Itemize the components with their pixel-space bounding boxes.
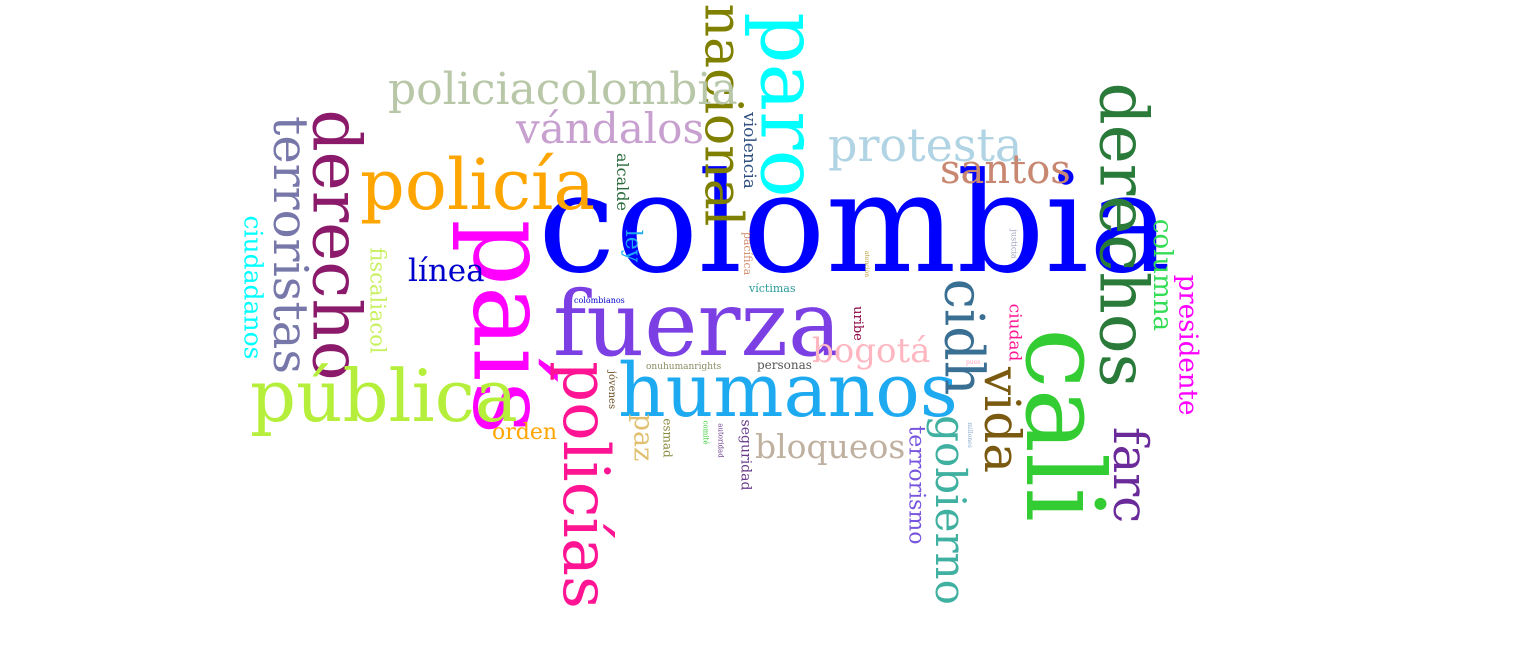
word-ley[interactable]: ley <box>620 229 646 263</box>
word-colombianos[interactable]: colombianos <box>574 296 625 305</box>
word-bloqueos[interactable]: bloqueos <box>755 427 906 466</box>
word-atencion[interactable]: atención <box>863 250 871 278</box>
word-personas[interactable]: personas <box>757 358 812 372</box>
word-terrorismo[interactable]: terrorismo <box>903 425 929 545</box>
word-fuerza[interactable]: fuerza <box>553 272 842 377</box>
word-gobierno[interactable]: gobierno <box>925 415 975 605</box>
word-pues[interactable]: pues <box>966 359 981 366</box>
word-policia[interactable]: policía <box>360 144 596 226</box>
word-uribe[interactable]: uribe <box>849 305 865 341</box>
word-publica[interactable]: pública <box>250 354 518 438</box>
word-paro[interactable]: paro <box>742 12 836 198</box>
word-comite[interactable]: comité <box>701 420 710 444</box>
word-alcalde[interactable]: alcalde <box>612 153 632 211</box>
word-pacifica[interactable]: pacífica <box>740 231 754 275</box>
word-vandalos[interactable]: vándalos <box>516 104 705 153</box>
word-derechos[interactable]: derechos <box>1084 82 1161 388</box>
word-justicia[interactable]: justicia <box>1009 229 1019 259</box>
word-millones[interactable]: millones <box>965 422 973 448</box>
word-farc[interactable]: farc <box>1102 426 1159 524</box>
word-linea[interactable]: línea <box>408 253 485 289</box>
word-santos[interactable]: santos <box>940 147 1071 193</box>
word-colombia[interactable]: colombia <box>538 143 1172 304</box>
word-esmad[interactable]: esmad <box>660 418 675 458</box>
word-columna[interactable]: columna <box>1147 218 1178 332</box>
word-humanos[interactable]: humanos <box>618 348 958 434</box>
word-vida[interactable]: vida <box>973 366 1032 474</box>
word-jovenes[interactable]: jóvenes <box>606 370 618 410</box>
word-onuhumanrights[interactable]: onuhumanrights <box>646 362 722 372</box>
word-orden[interactable]: orden <box>492 420 558 445</box>
word-victimas[interactable]: víctimas <box>749 282 796 295</box>
word-bogota[interactable]: bogotá <box>812 331 931 371</box>
word-protesta[interactable]: protesta <box>828 118 1023 172</box>
word-ciudad[interactable]: ciudad <box>1004 303 1025 361</box>
word-autoridad[interactable]: autoridad <box>716 422 725 458</box>
word-ciudadanos[interactable]: ciudadanos <box>238 215 268 359</box>
word-policiacolombia[interactable]: policiacolombia <box>388 64 738 115</box>
word-presidente[interactable]: presidente <box>1171 274 1202 416</box>
word-violencia[interactable]: violencia <box>738 111 759 189</box>
word-seguridad[interactable]: seguridad <box>736 419 753 491</box>
word-paz[interactable]: paz <box>627 413 659 461</box>
word-terroristas[interactable]: terroristas <box>261 116 318 374</box>
word-fiscaliacol[interactable]: fiscaliacol <box>365 246 390 354</box>
